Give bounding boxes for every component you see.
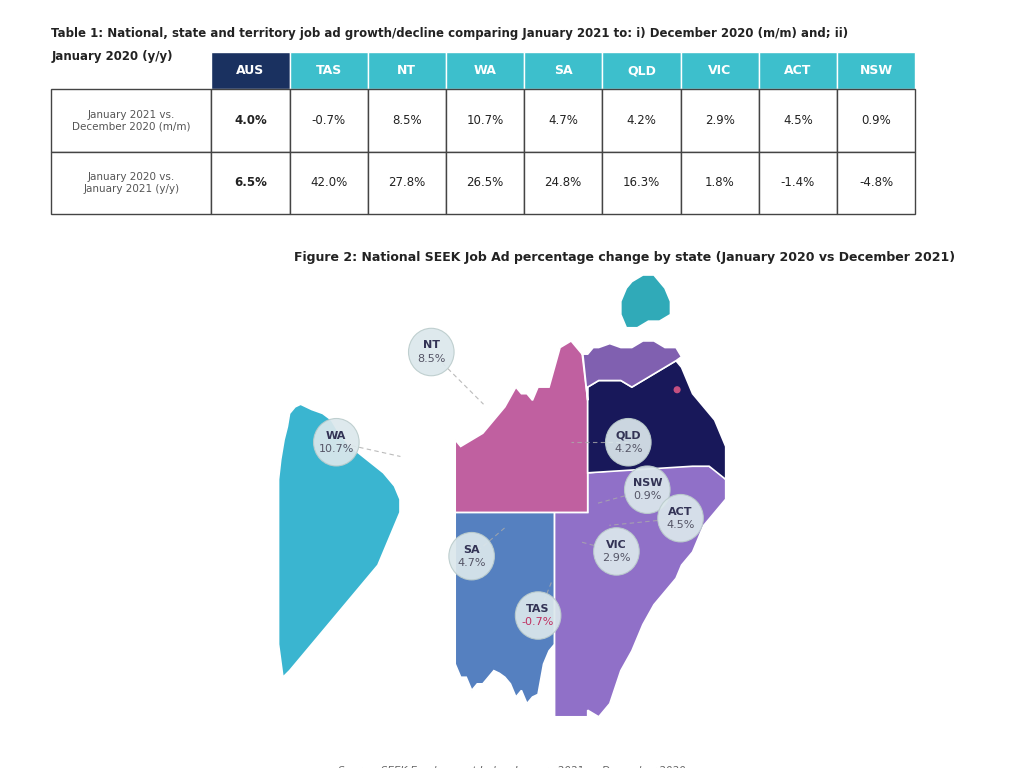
Text: -0.7%: -0.7% [522, 617, 554, 627]
FancyBboxPatch shape [602, 151, 681, 214]
Text: 4.7%: 4.7% [548, 114, 579, 127]
Text: ACT: ACT [669, 507, 693, 517]
FancyBboxPatch shape [837, 151, 915, 214]
Text: SA: SA [554, 65, 572, 78]
FancyBboxPatch shape [445, 52, 524, 89]
FancyBboxPatch shape [759, 52, 837, 89]
Polygon shape [279, 404, 400, 677]
FancyBboxPatch shape [368, 151, 445, 214]
Text: -1.4%: -1.4% [780, 176, 815, 189]
FancyBboxPatch shape [837, 52, 915, 89]
FancyBboxPatch shape [602, 89, 681, 151]
Text: 1.8%: 1.8% [705, 176, 734, 189]
Text: -0.7%: -0.7% [311, 114, 346, 127]
FancyBboxPatch shape [602, 52, 681, 89]
Text: NT: NT [397, 65, 417, 78]
Text: VIC: VIC [708, 65, 731, 78]
Polygon shape [621, 275, 671, 328]
Text: 4.2%: 4.2% [627, 114, 656, 127]
Text: TAS: TAS [315, 65, 342, 78]
Text: Source: SEEK Employment Index, January 2021 vs December 2020: Source: SEEK Employment Index, January 2… [338, 766, 686, 768]
Text: 24.8%: 24.8% [545, 176, 582, 189]
Text: Table 1: National, state and territory job ad growth/decline comparing January 2: Table 1: National, state and territory j… [51, 27, 848, 40]
Text: NT: NT [423, 340, 439, 350]
Text: January 2021 vs.
December 2020 (m/m): January 2021 vs. December 2020 (m/m) [72, 110, 190, 131]
Text: 2.9%: 2.9% [602, 553, 631, 563]
Text: NSW: NSW [859, 65, 893, 78]
Ellipse shape [409, 328, 454, 376]
FancyBboxPatch shape [368, 89, 445, 151]
FancyBboxPatch shape [759, 151, 837, 214]
Text: ACT: ACT [784, 65, 811, 78]
Ellipse shape [449, 532, 495, 580]
Text: 10.7%: 10.7% [466, 114, 504, 127]
Text: SA: SA [463, 545, 480, 554]
FancyBboxPatch shape [290, 89, 368, 151]
Text: 0.9%: 0.9% [861, 114, 891, 127]
FancyBboxPatch shape [681, 151, 759, 214]
Text: 10.7%: 10.7% [318, 444, 354, 454]
FancyBboxPatch shape [290, 151, 368, 214]
FancyBboxPatch shape [681, 52, 759, 89]
Text: 0.9%: 0.9% [633, 492, 662, 502]
Ellipse shape [625, 466, 670, 514]
Text: AUS: AUS [237, 65, 264, 78]
Text: 4.0%: 4.0% [234, 114, 267, 127]
Text: 2.9%: 2.9% [705, 114, 734, 127]
Text: NSW: NSW [633, 478, 663, 488]
Text: 4.5%: 4.5% [783, 114, 813, 127]
Polygon shape [456, 512, 555, 703]
FancyBboxPatch shape [51, 89, 211, 151]
FancyBboxPatch shape [211, 89, 290, 151]
Text: TAS: TAS [526, 604, 550, 614]
Text: VIC: VIC [606, 540, 627, 550]
Text: 8.5%: 8.5% [417, 354, 445, 364]
Polygon shape [555, 466, 726, 717]
Text: WA: WA [473, 65, 497, 78]
Text: January 2020 vs.
January 2021 (y/y): January 2020 vs. January 2021 (y/y) [83, 172, 179, 194]
FancyBboxPatch shape [445, 151, 524, 214]
FancyBboxPatch shape [681, 89, 759, 151]
Text: 4.5%: 4.5% [667, 520, 694, 530]
Ellipse shape [657, 495, 703, 542]
FancyBboxPatch shape [759, 89, 837, 151]
FancyBboxPatch shape [51, 151, 211, 214]
Text: January 2020 (y/y): January 2020 (y/y) [51, 50, 173, 63]
FancyBboxPatch shape [524, 89, 602, 151]
FancyBboxPatch shape [445, 89, 524, 151]
Text: 4.7%: 4.7% [458, 558, 486, 568]
Text: QLD: QLD [615, 431, 641, 441]
Ellipse shape [313, 419, 359, 466]
Text: 6.5%: 6.5% [234, 176, 267, 189]
Circle shape [674, 387, 680, 392]
Ellipse shape [605, 419, 651, 466]
FancyBboxPatch shape [290, 52, 368, 89]
Text: 16.3%: 16.3% [623, 176, 660, 189]
Text: 42.0%: 42.0% [310, 176, 347, 189]
Polygon shape [583, 341, 682, 400]
Text: 8.5%: 8.5% [392, 114, 422, 127]
FancyBboxPatch shape [837, 89, 915, 151]
FancyBboxPatch shape [211, 52, 290, 89]
FancyBboxPatch shape [368, 52, 445, 89]
FancyBboxPatch shape [524, 151, 602, 214]
FancyBboxPatch shape [211, 151, 290, 214]
Polygon shape [456, 341, 588, 512]
Text: 26.5%: 26.5% [466, 176, 504, 189]
Text: 4.2%: 4.2% [614, 444, 643, 454]
Polygon shape [588, 361, 726, 479]
Ellipse shape [594, 528, 639, 575]
Ellipse shape [515, 592, 561, 639]
FancyBboxPatch shape [524, 52, 602, 89]
Text: 27.8%: 27.8% [388, 176, 425, 189]
Text: Figure 2: National SEEK Job Ad percentage change by state (January 2020 vs Decem: Figure 2: National SEEK Job Ad percentag… [294, 251, 954, 264]
Text: WA: WA [327, 431, 346, 441]
Text: QLD: QLD [627, 65, 655, 78]
Text: -4.8%: -4.8% [859, 176, 893, 189]
